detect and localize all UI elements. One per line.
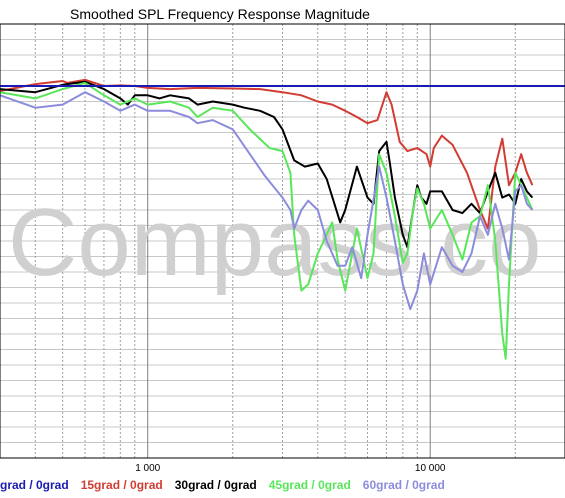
legend-entry: 15grad / 0grad [81, 478, 163, 492]
plot-frame [0, 23, 565, 459]
x-tick-labels: 1 000 10 000 [135, 463, 446, 474]
chart-title: Smoothed SPL Frequency Response Magnitud… [70, 6, 370, 22]
series-line [0, 81, 534, 360]
series-line [0, 80, 534, 249]
x-tick-label: 1 000 [135, 463, 160, 474]
legend: grad / 0grad 15grad / 0grad 30grad / 0grad… [0, 478, 445, 492]
legend-entry: grad / 0grad [0, 478, 69, 492]
legend-entry: 60grad / 0grad [363, 478, 445, 492]
series-line [0, 91, 534, 311]
legend-entry: 30grad / 0grad [175, 478, 257, 492]
legend-entry: 45grad / 0grad [269, 478, 351, 492]
grid [0, 23, 565, 459]
x-tick-label: 10 000 [415, 463, 446, 474]
watermark: Compass.co [8, 189, 542, 296]
